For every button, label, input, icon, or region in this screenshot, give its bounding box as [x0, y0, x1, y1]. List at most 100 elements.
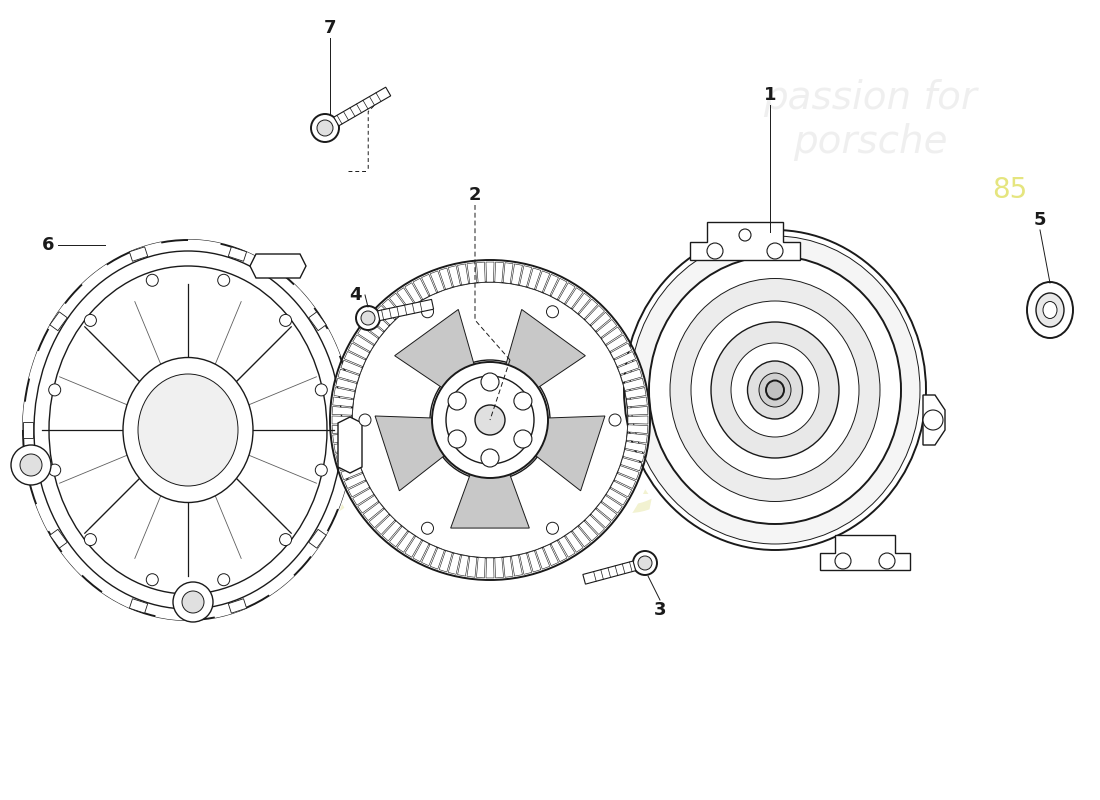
Polygon shape — [341, 360, 362, 374]
Polygon shape — [383, 521, 402, 541]
Polygon shape — [620, 369, 642, 382]
Polygon shape — [623, 450, 645, 462]
Ellipse shape — [432, 362, 548, 478]
Ellipse shape — [748, 361, 803, 419]
Polygon shape — [610, 481, 631, 497]
Polygon shape — [439, 268, 452, 290]
Ellipse shape — [649, 256, 901, 524]
Polygon shape — [495, 558, 504, 578]
Circle shape — [85, 534, 97, 546]
Polygon shape — [551, 541, 566, 562]
Polygon shape — [565, 531, 583, 552]
Polygon shape — [627, 433, 647, 443]
Polygon shape — [363, 319, 384, 338]
Polygon shape — [338, 369, 360, 382]
Polygon shape — [309, 312, 327, 330]
Polygon shape — [512, 555, 522, 576]
Polygon shape — [451, 474, 529, 528]
Polygon shape — [421, 544, 437, 566]
Polygon shape — [536, 271, 550, 292]
Circle shape — [317, 120, 333, 136]
Polygon shape — [591, 509, 611, 528]
Polygon shape — [565, 288, 583, 309]
Polygon shape — [336, 450, 356, 462]
Text: 85: 85 — [992, 176, 1027, 204]
Circle shape — [48, 464, 60, 476]
Polygon shape — [458, 264, 469, 285]
Polygon shape — [375, 515, 395, 534]
Polygon shape — [397, 288, 415, 309]
Polygon shape — [250, 254, 306, 278]
Polygon shape — [506, 310, 585, 387]
Polygon shape — [543, 544, 559, 566]
Polygon shape — [583, 561, 636, 584]
Ellipse shape — [615, 220, 935, 560]
Text: passion for: passion for — [204, 395, 657, 465]
Ellipse shape — [352, 282, 628, 558]
Polygon shape — [627, 397, 647, 407]
Polygon shape — [476, 558, 485, 578]
Polygon shape — [430, 271, 444, 292]
Circle shape — [514, 392, 532, 410]
Polygon shape — [543, 274, 559, 296]
Ellipse shape — [123, 358, 253, 502]
Polygon shape — [338, 417, 362, 473]
Polygon shape — [389, 293, 408, 314]
Polygon shape — [389, 526, 408, 547]
Polygon shape — [130, 247, 147, 262]
Circle shape — [835, 553, 851, 569]
Polygon shape — [528, 550, 541, 572]
Polygon shape — [332, 416, 352, 424]
Ellipse shape — [670, 278, 880, 502]
Polygon shape — [458, 555, 469, 576]
Ellipse shape — [320, 250, 660, 590]
Circle shape — [879, 553, 895, 569]
Ellipse shape — [1036, 293, 1064, 327]
Circle shape — [359, 414, 371, 426]
Polygon shape — [572, 293, 591, 314]
Polygon shape — [585, 306, 605, 325]
Polygon shape — [344, 351, 365, 366]
Circle shape — [146, 274, 158, 286]
Polygon shape — [334, 442, 355, 453]
Circle shape — [356, 306, 380, 330]
Polygon shape — [375, 416, 444, 491]
Ellipse shape — [21, 238, 355, 622]
Ellipse shape — [630, 236, 920, 544]
Polygon shape — [625, 442, 646, 453]
Circle shape — [514, 430, 532, 448]
Polygon shape — [615, 351, 636, 366]
Polygon shape — [309, 530, 327, 548]
Polygon shape — [625, 387, 646, 398]
Polygon shape — [336, 378, 356, 390]
Circle shape — [146, 574, 158, 586]
Polygon shape — [405, 282, 421, 304]
Polygon shape — [536, 548, 550, 569]
Polygon shape — [370, 509, 389, 528]
Circle shape — [448, 392, 466, 410]
Polygon shape — [519, 266, 531, 287]
Polygon shape — [536, 416, 605, 491]
Ellipse shape — [138, 374, 238, 486]
Circle shape — [481, 449, 499, 467]
Polygon shape — [618, 360, 639, 374]
Polygon shape — [412, 278, 429, 299]
Polygon shape — [495, 262, 504, 282]
Polygon shape — [503, 557, 513, 578]
Polygon shape — [353, 335, 374, 352]
Circle shape — [739, 229, 751, 241]
Polygon shape — [585, 515, 605, 534]
Polygon shape — [449, 266, 461, 287]
Polygon shape — [486, 558, 494, 578]
Polygon shape — [602, 495, 623, 513]
Polygon shape — [559, 282, 575, 304]
Text: 3: 3 — [653, 601, 667, 619]
Circle shape — [279, 534, 292, 546]
Polygon shape — [332, 433, 353, 443]
Polygon shape — [430, 548, 444, 569]
Polygon shape — [559, 536, 575, 558]
Polygon shape — [503, 262, 513, 283]
Polygon shape — [820, 535, 910, 570]
Ellipse shape — [1027, 282, 1072, 338]
Polygon shape — [349, 481, 370, 497]
